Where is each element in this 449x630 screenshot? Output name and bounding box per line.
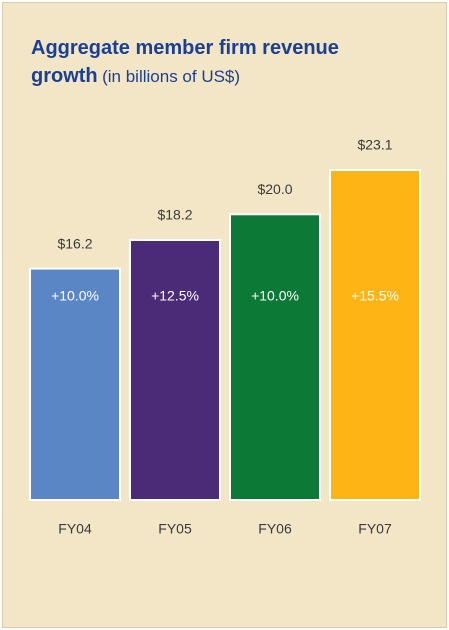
x-tick-label: FY06 [258,521,292,537]
bar [329,169,421,501]
bar [129,239,221,501]
chart-title: Aggregate member firm revenue growth [31,37,339,87]
bar [29,267,121,502]
growth-label: +10.0% [51,288,99,304]
bar [229,213,321,502]
title-block: Aggregate member firm revenue growth (in… [31,35,406,91]
growth-label: +10.0% [251,288,299,304]
value-label: $20.0 [257,181,292,197]
value-label: $18.2 [157,207,192,223]
value-label: $16.2 [57,235,92,251]
x-tick-label: FY05 [158,521,192,537]
growth-label: +12.5% [151,288,199,304]
x-tick-label: FY07 [358,521,392,537]
growth-label: +15.5% [351,288,399,304]
x-tick-label: FY04 [58,521,92,537]
chart-subtitle: (in billions of US$) [102,67,241,86]
value-label: $23.1 [357,137,392,153]
